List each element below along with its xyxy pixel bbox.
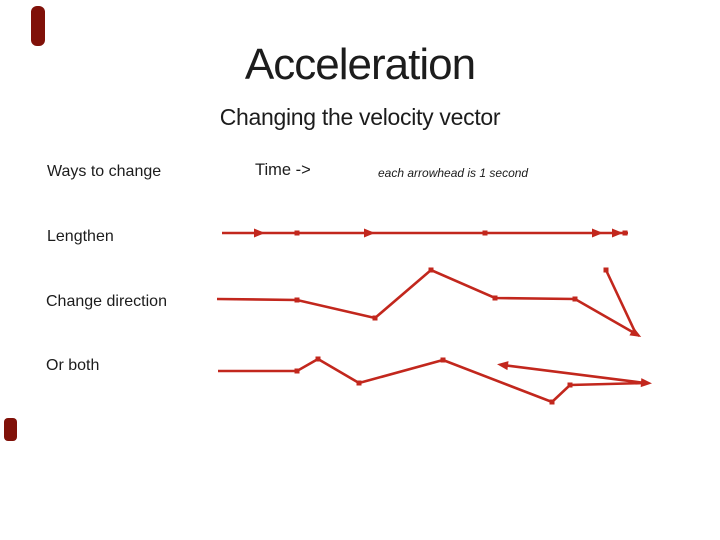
vertex-dot <box>567 382 573 388</box>
change-direction-vector-line <box>216 267 642 338</box>
vertex-dot <box>294 297 300 303</box>
arrowhead-note: each arrowhead is 1 second <box>378 166 529 180</box>
or-both-vector-line <box>218 356 652 405</box>
slide-title: Acceleration <box>244 40 476 89</box>
vertex-dot <box>428 267 434 273</box>
vertex-dot <box>440 357 446 363</box>
vertex-dot <box>315 356 321 362</box>
time-axis-label: Time -> <box>255 161 311 179</box>
vertex-dot <box>492 295 498 301</box>
frame-border-fragment <box>4 418 17 441</box>
label-ways-to-change: Ways to change <box>47 163 162 180</box>
arrowhead-icon <box>497 361 509 371</box>
vertex-dot <box>372 315 378 321</box>
label-lengthen: Lengthen <box>47 228 114 245</box>
arrowhead-icon <box>364 228 375 238</box>
vertex-dot <box>603 267 609 273</box>
label-change-direction: Change direction <box>46 293 167 310</box>
vertex-dot <box>622 230 628 236</box>
vertex-dot <box>572 296 578 302</box>
vertex-dot <box>356 380 362 386</box>
arrowhead-icon <box>254 228 265 238</box>
arrowhead-icon <box>592 228 603 238</box>
label-or-both: Or both <box>46 357 100 374</box>
vertex-dot <box>294 230 300 236</box>
arrowhead-icon <box>612 228 623 238</box>
arrowhead-icon <box>629 327 642 337</box>
frame-border-fragment <box>31 6 45 46</box>
arrowhead-icon <box>640 378 652 388</box>
vertex-dot <box>549 399 555 405</box>
slide-subtitle: Changing the velocity vector <box>219 104 501 130</box>
lengthen-vector-line <box>222 228 628 238</box>
vertex-dot <box>482 230 488 236</box>
vertex-dot <box>294 368 300 374</box>
